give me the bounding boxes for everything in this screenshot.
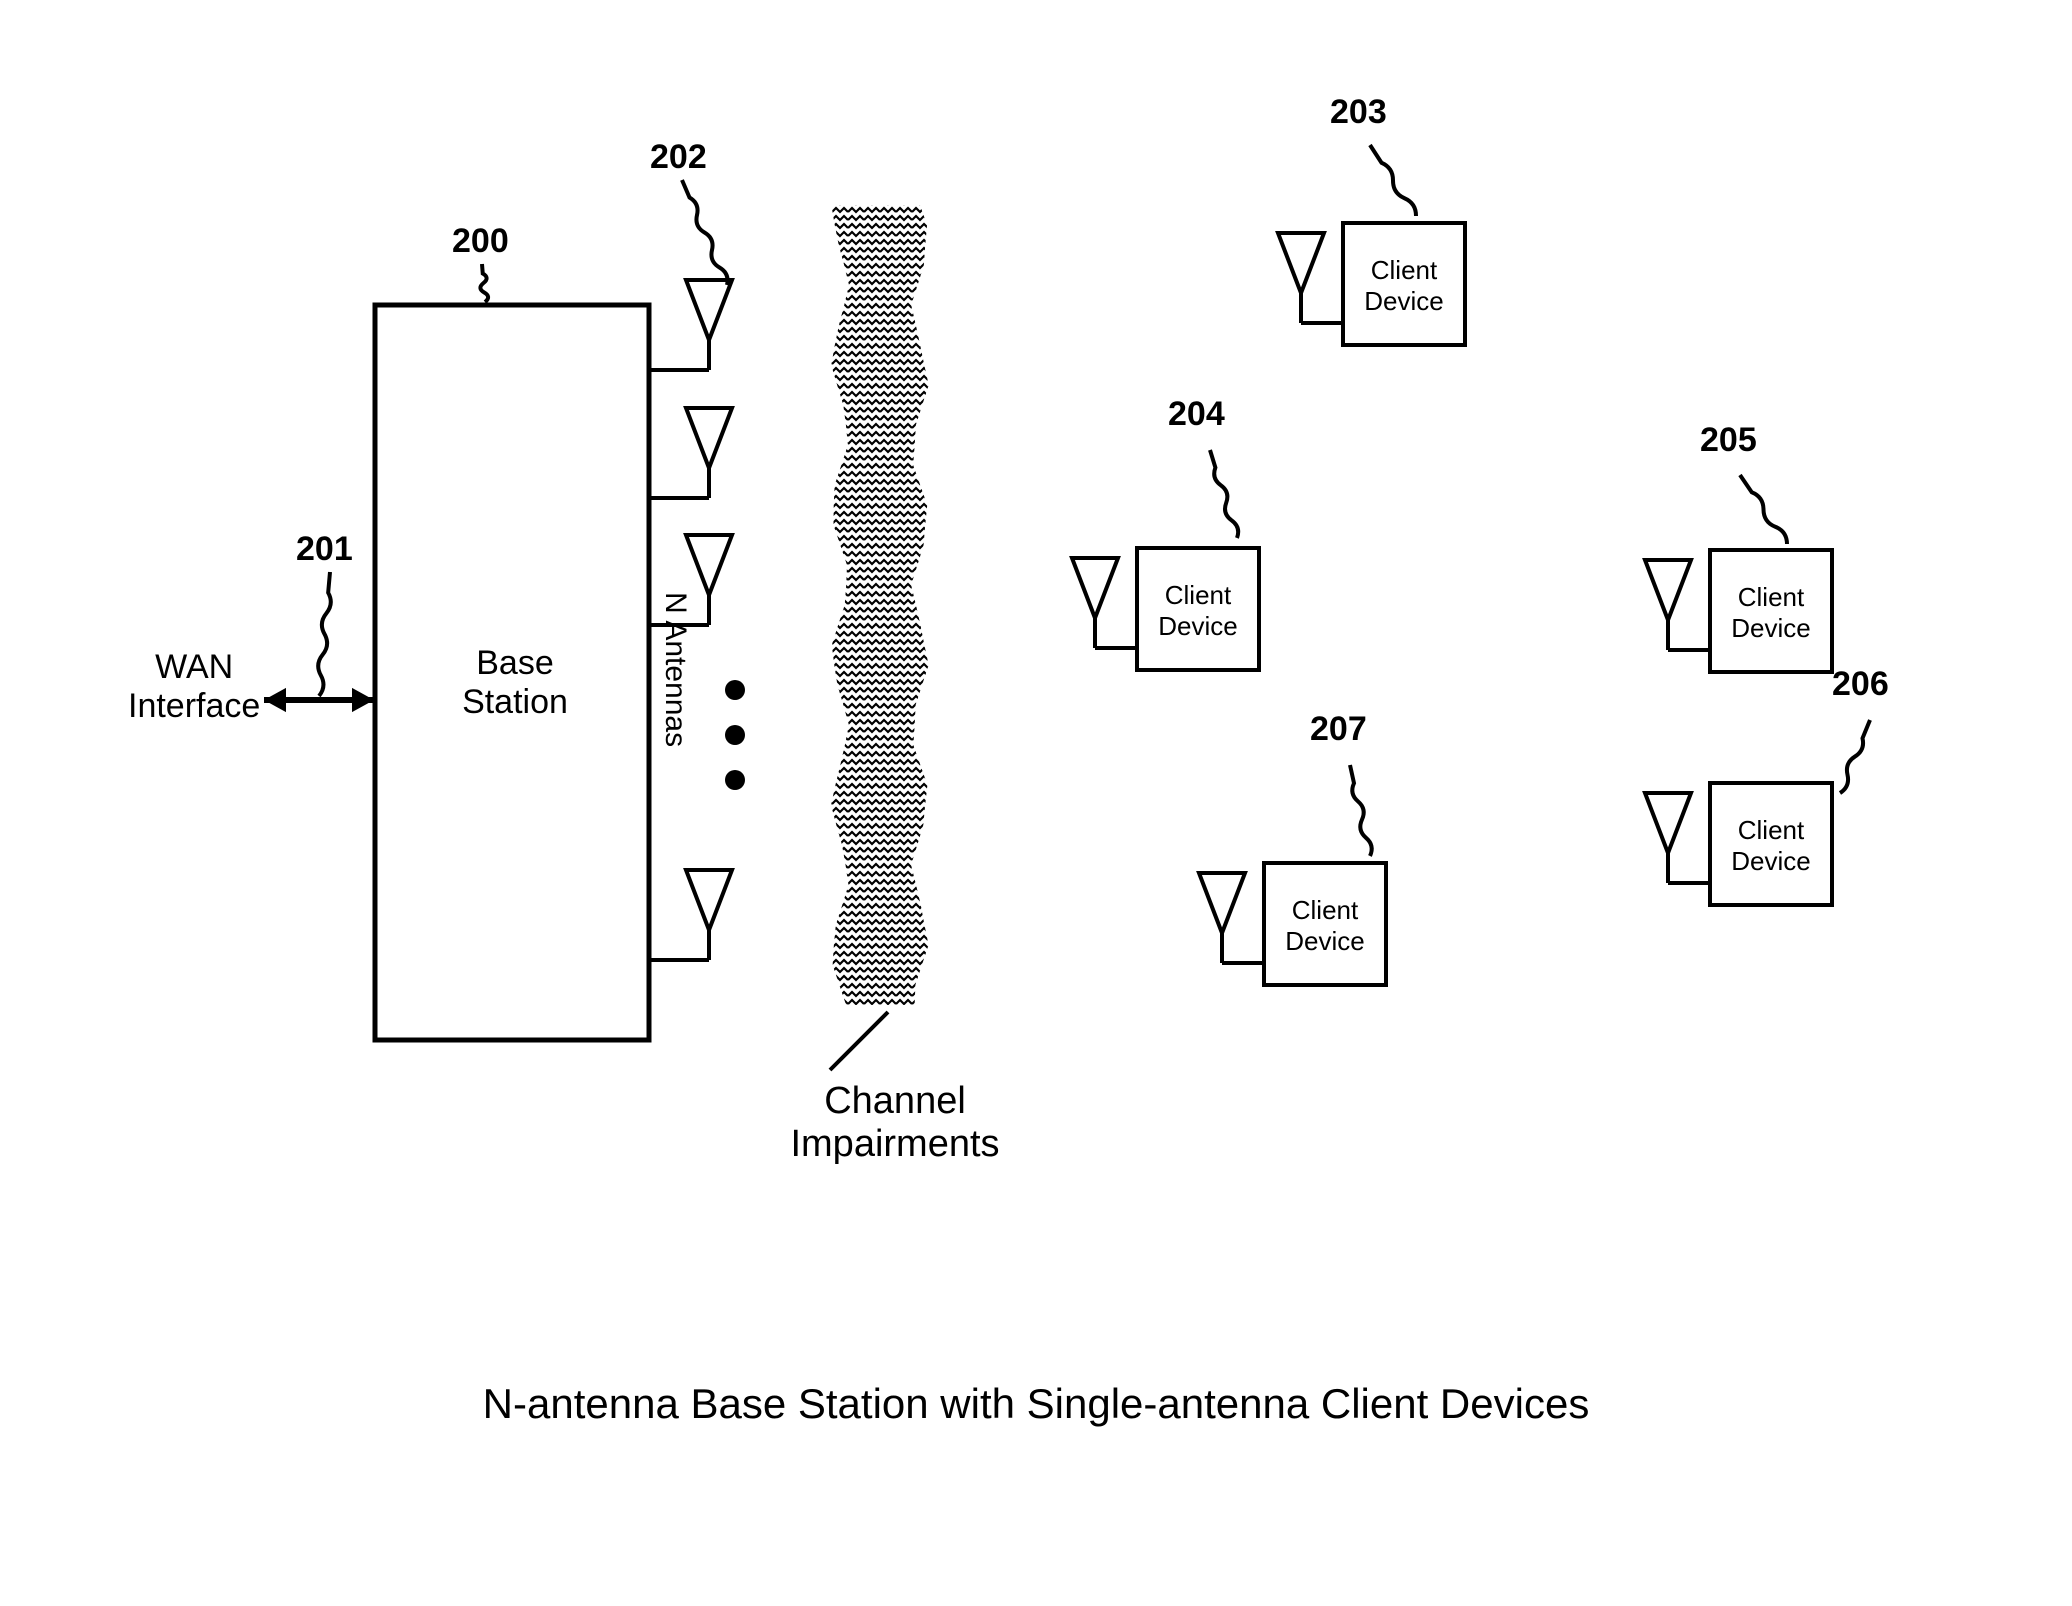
client-device-label: Client Device (1343, 255, 1465, 317)
reference-number: 200 (452, 222, 509, 261)
reference-number: 204 (1168, 395, 1225, 434)
channel-impairments-label: Channel Impairments (720, 1080, 1070, 1166)
base-station-label: Base Station (425, 644, 605, 722)
diagram-svg (0, 0, 2072, 1601)
reference-number: 201 (296, 530, 353, 569)
diagram-canvas (0, 0, 2072, 1601)
diagram-title: N-antenna Base Station with Single-anten… (0, 1380, 2072, 1428)
reference-number: 203 (1330, 93, 1387, 132)
client-device-label: Client Device (1137, 580, 1259, 642)
reference-number: 205 (1700, 421, 1757, 460)
reference-number: 202 (650, 138, 707, 177)
reference-number: 207 (1310, 710, 1367, 749)
client-device-label: Client Device (1264, 895, 1386, 957)
reference-number: 206 (1832, 665, 1889, 704)
n-antennas-label: N Antennas (658, 592, 692, 747)
client-device-label: Client Device (1710, 582, 1832, 644)
wan-interface-label: WAN Interface (128, 648, 260, 726)
client-device-label: Client Device (1710, 815, 1832, 877)
